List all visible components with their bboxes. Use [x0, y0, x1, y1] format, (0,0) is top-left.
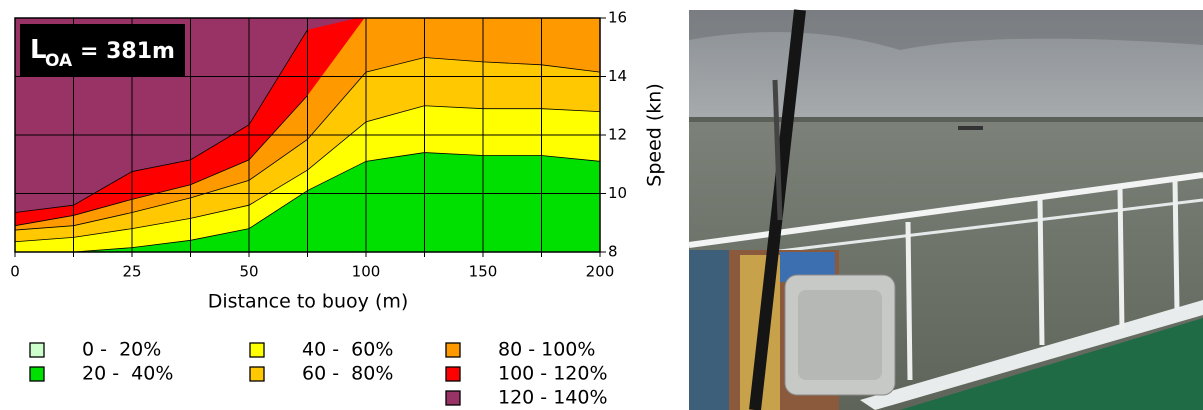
post [905, 221, 913, 381]
rail-posts [905, 179, 1180, 381]
y-tick-label: 10 [608, 184, 627, 202]
post [1172, 179, 1180, 311]
bracket [772, 79, 783, 221]
x-tick-label: 100 [352, 263, 381, 281]
legend-swatch [249, 366, 265, 382]
y-tick-label: 12 [608, 126, 627, 144]
annotation-sub: OA [45, 51, 73, 71]
post [1037, 199, 1045, 346]
annotation-bg [20, 24, 185, 76]
x-tick-label: 50 [239, 263, 258, 281]
light-box-face [798, 290, 882, 380]
x-tick-label: 200 [586, 263, 615, 281]
legend-label: 20 - 40% [82, 363, 173, 385]
y-tick-label: 8 [608, 243, 618, 261]
legend-label: 80 - 100% [498, 339, 595, 361]
legend-label: 120 - 140% [498, 387, 608, 409]
y-tick-label: 14 [608, 67, 627, 85]
legend-swatch [29, 366, 45, 382]
legend-swatch [445, 342, 461, 358]
annotation-main: L [30, 35, 47, 65]
band-boundary [15, 29, 308, 213]
y-tick-label: 16 [608, 9, 627, 27]
legend-swatch [249, 342, 265, 358]
legend-label: 60 - 80% [302, 363, 393, 385]
shoreline [689, 117, 1203, 122]
legend-swatch [445, 366, 461, 382]
x-axis-title: Distance to buoy (m) [208, 291, 409, 313]
y-axis-title: Speed (kn) [644, 83, 666, 186]
x-tick-label: 0 [10, 263, 20, 281]
bulwark [860, 300, 1203, 410]
photo [688, 9, 1203, 410]
legend-swatch [445, 390, 461, 406]
distant-ship [958, 126, 983, 130]
x-tick-label: 150 [469, 263, 498, 281]
plot-frame [14, 17, 601, 253]
legend-swatch [29, 342, 45, 358]
container-blue [689, 250, 729, 410]
annotation-box: L OA = 381m [20, 24, 185, 76]
annotation-value: = 381m [80, 39, 175, 64]
post [1117, 187, 1125, 331]
clouds [689, 10, 1203, 50]
band-boundary [15, 95, 308, 227]
legend-label: 0 - 20% [82, 339, 161, 361]
x-tick-label: 25 [122, 263, 141, 281]
legend-label: 40 - 60% [302, 339, 393, 361]
legend-label: 100 - 120% [498, 363, 608, 385]
deck [900, 318, 1203, 410]
